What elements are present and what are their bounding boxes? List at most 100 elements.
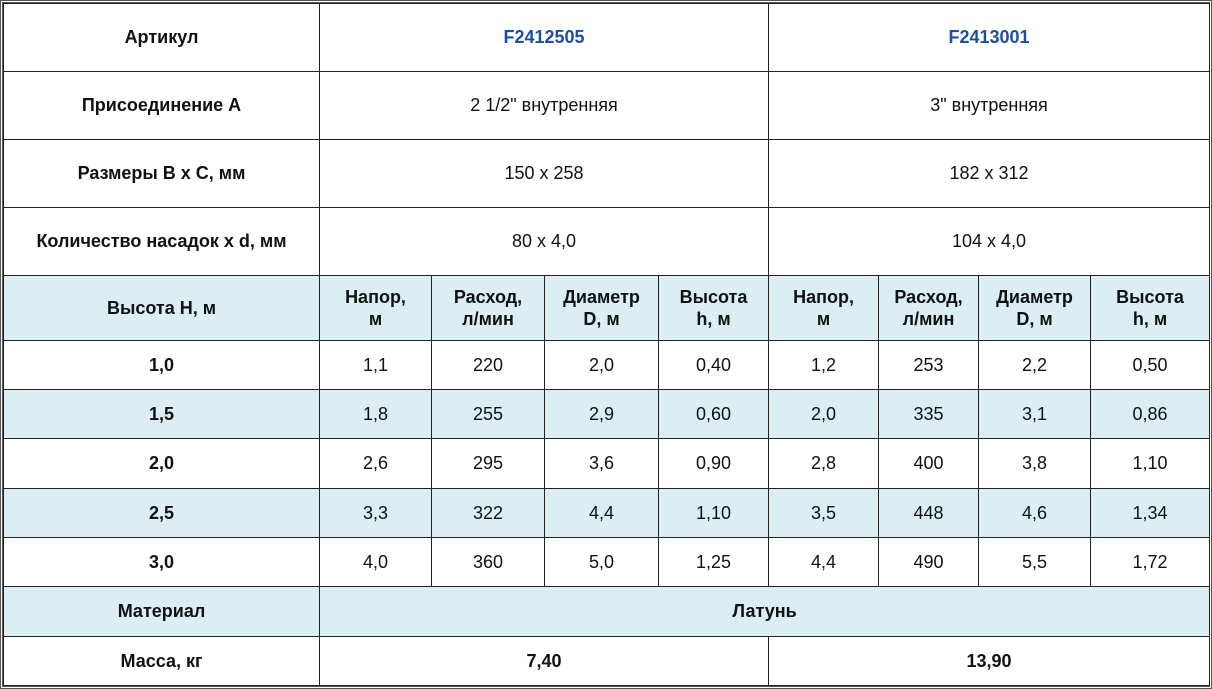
table-cell: 3,1 (978, 389, 1092, 440)
mass-label: Масса, кг (3, 635, 320, 687)
table-cell: 253 (878, 339, 980, 391)
column-header-line: Диаметр (996, 286, 1073, 307)
table-cell: 3,3 (319, 487, 432, 538)
column-header-line: h, м (696, 308, 731, 329)
column-header-line: Напор, (345, 286, 406, 307)
column-header-line: Высота (679, 286, 748, 307)
column-header-line: h, м (1132, 308, 1168, 329)
column-header: Расход, л/мин (878, 274, 980, 341)
row-connection: Присоединение А 2 1/2" внутренняя 3" вну… (3, 70, 1211, 140)
table-cell: 3,5 (768, 487, 880, 538)
dimensions-label: Размеры В х С, мм (3, 138, 320, 208)
row-dimensions: Размеры В х С, мм 150 х 258 182 х 312 (3, 138, 1211, 208)
table-cell: 448 (878, 487, 980, 538)
table-cell: 322 (431, 487, 545, 538)
column-header: Диаметр D, м (978, 274, 1092, 341)
table-cell: 1,10 (657, 487, 770, 538)
table-cell: 4,6 (978, 487, 1092, 538)
table-cell: 3,8 (978, 438, 1092, 489)
table-row: 1,5 1,8 255 2,9 0,60 2,0 335 3,1 0,86 (3, 389, 1211, 440)
table-cell: 1,10 (1090, 438, 1211, 489)
table-row: 3,0 4,0 360 5,0 1,25 4,4 490 5,5 1,72 (3, 536, 1211, 588)
dimensions-value: 150 х 258 (318, 138, 770, 208)
nozzles-label: Количество насадок х d, мм (3, 206, 320, 276)
table-cell: 3,6 (544, 438, 659, 489)
spec-table: Артикул F2412505 F2413001 Присоединение … (3, 3, 1211, 687)
height-value: 1,0 (3, 339, 320, 391)
column-header-line: Расход, (453, 286, 523, 307)
column-header: Расход, л/мин (431, 274, 545, 341)
table-cell: 2,6 (319, 438, 432, 489)
column-header: Высота h, м (1090, 274, 1211, 341)
table-cell: 335 (878, 389, 980, 440)
table-cell: 255 (431, 389, 545, 440)
row-article: Артикул F2412505 F2413001 (3, 3, 1211, 72)
table-cell: 1,25 (657, 536, 770, 588)
table-cell: 2,9 (544, 389, 659, 440)
height-value: 2,5 (3, 487, 320, 538)
table-cell: 2,0 (544, 339, 659, 391)
table-cell: 5,0 (544, 536, 659, 588)
column-header-line: л/мин (462, 308, 514, 329)
column-header-line: D, м (1016, 308, 1053, 329)
row-material: Материал Латунь (3, 586, 1211, 637)
article-value: F2412505 (318, 3, 770, 72)
connection-value: 2 1/2" внутренняя (318, 70, 770, 140)
column-header: Напор, м (319, 274, 432, 341)
table-cell: 0,50 (1090, 339, 1211, 391)
table-row: 1,0 1,1 220 2,0 0,40 1,2 253 2,2 0,50 (3, 339, 1211, 391)
column-header: Высота h, м (657, 274, 770, 341)
material-value: Латунь (318, 586, 1211, 637)
article-value: F2413001 (768, 3, 1211, 72)
mass-value: 7,40 (318, 635, 770, 687)
column-header-line: Расход, (894, 286, 963, 307)
connection-label: Присоединение А (3, 70, 320, 140)
height-value: 1,5 (3, 389, 320, 440)
height-label: Высота Н, м (3, 274, 320, 341)
column-header-line: м (816, 308, 831, 329)
column-header-line: Диаметр (563, 286, 640, 307)
table-cell: 0,60 (657, 389, 770, 440)
table-cell: 360 (431, 536, 545, 588)
dimensions-value: 182 х 312 (768, 138, 1211, 208)
nozzles-value: 104 х 4,0 (768, 206, 1211, 276)
table-row: 2,5 3,3 322 4,4 1,10 3,5 448 4,6 1,34 (3, 487, 1211, 538)
row-mass: Масса, кг 7,40 13,90 (3, 635, 1211, 687)
column-header: Диаметр D, м (544, 274, 659, 341)
table-cell: 4,0 (319, 536, 432, 588)
row-height-header: Высота Н, м Напор, м Расход, л/мин Диаметр D,… (3, 274, 1211, 341)
table-cell: 2,8 (768, 438, 880, 489)
table-cell: 1,2 (768, 339, 880, 391)
table-cell: 4,4 (768, 536, 880, 588)
column-header: Напор, м (768, 274, 880, 341)
table-row: 2,0 2,6 295 3,6 0,90 2,8 400 3,8 1,10 (3, 438, 1211, 489)
mass-value: 13,90 (768, 635, 1211, 687)
height-value: 2,0 (3, 438, 320, 489)
article-label: Артикул (3, 3, 320, 72)
table-cell: 0,86 (1090, 389, 1211, 440)
row-nozzles: Количество насадок х d, мм 80 х 4,0 104 … (3, 206, 1211, 276)
table-cell: 490 (878, 536, 980, 588)
table-cell: 1,8 (319, 389, 432, 440)
table-cell: 1,34 (1090, 487, 1211, 538)
table-cell: 400 (878, 438, 980, 489)
table-cell: 0,90 (657, 438, 770, 489)
table-cell: 1,72 (1090, 536, 1211, 588)
column-header-line: Напор, (793, 286, 854, 307)
table-cell: 220 (431, 339, 545, 391)
table-cell: 4,4 (544, 487, 659, 538)
column-header-line: л/мин (902, 308, 955, 329)
table-cell: 2,2 (978, 339, 1092, 391)
table-cell: 0,40 (657, 339, 770, 391)
table-cell: 295 (431, 438, 545, 489)
column-header-line: Высота (1116, 286, 1184, 307)
material-label: Материал (3, 586, 320, 637)
column-header-line: м (368, 308, 383, 329)
table-cell: 1,1 (319, 339, 432, 391)
column-header-line: D, м (583, 308, 620, 329)
table-cell: 2,0 (768, 389, 880, 440)
nozzles-value: 80 х 4,0 (318, 206, 770, 276)
table-cell: 5,5 (978, 536, 1092, 588)
connection-value: 3" внутренняя (768, 70, 1211, 140)
